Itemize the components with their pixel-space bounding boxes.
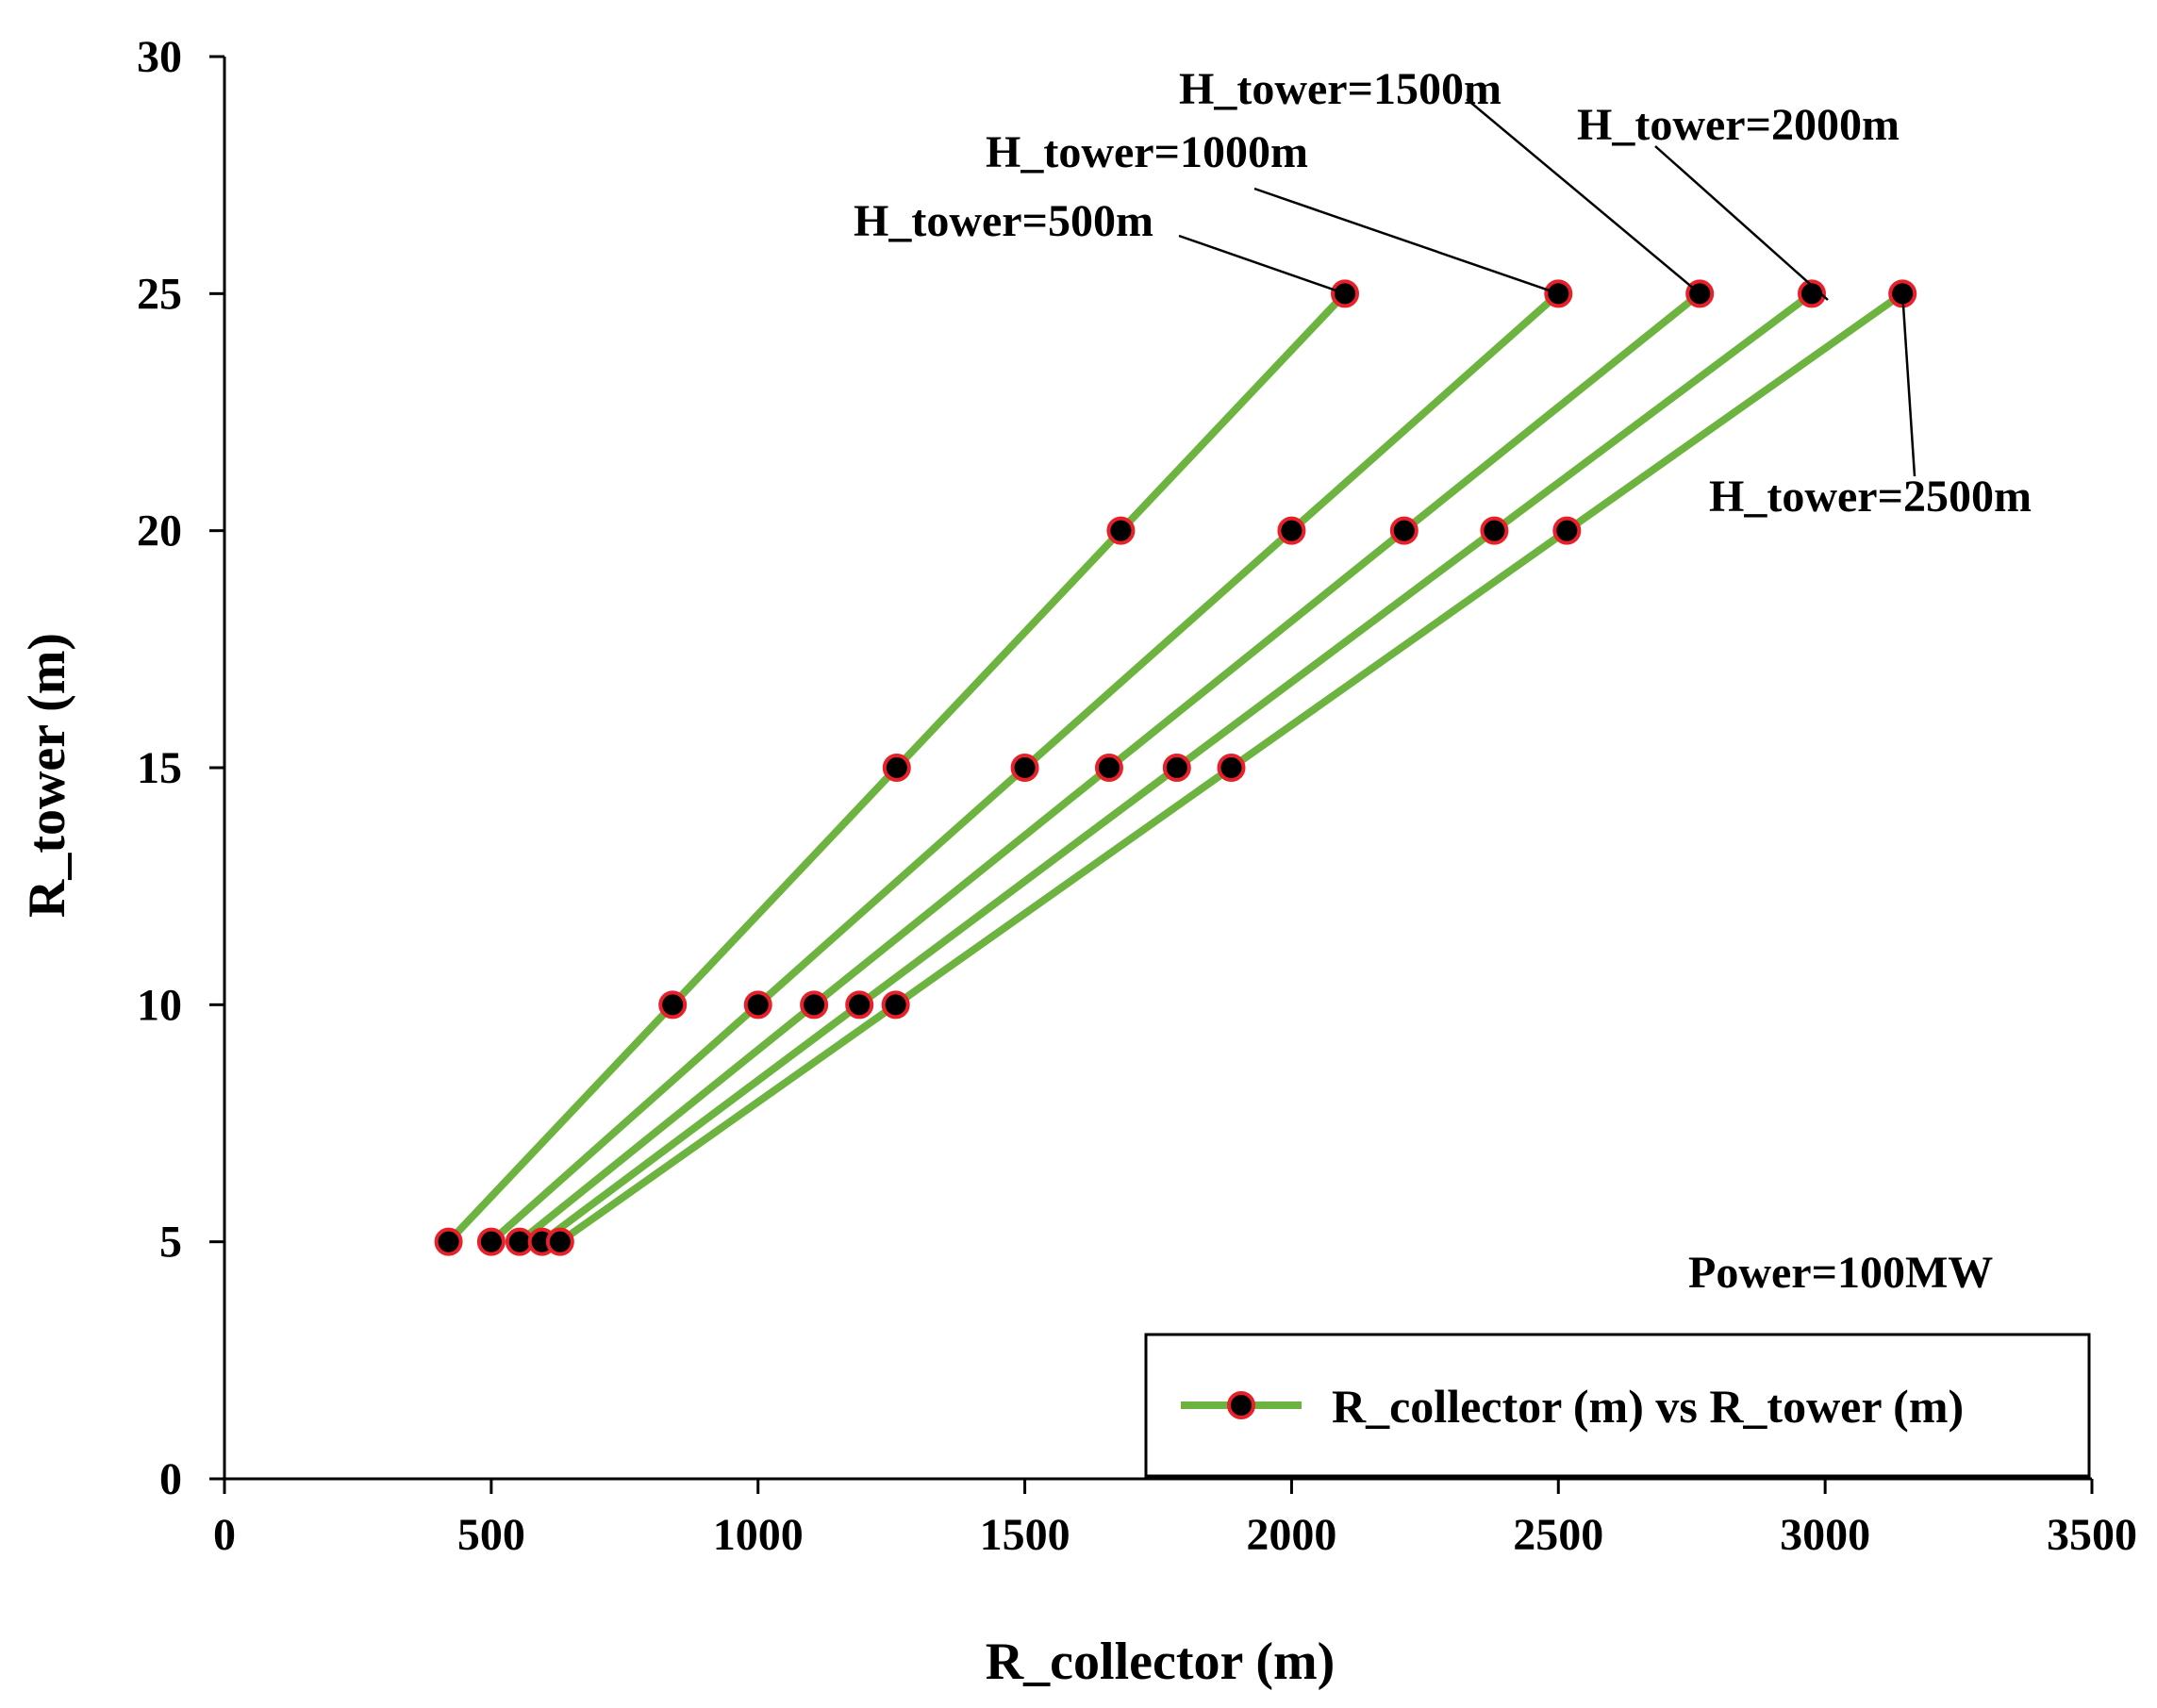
x-tick-label: 3500	[2047, 1510, 2137, 1560]
x-tick-label: 0	[213, 1510, 236, 1560]
data-point	[845, 990, 874, 1020]
data-point	[1798, 279, 1826, 308]
data-point	[476, 1227, 506, 1256]
data-point	[1094, 754, 1123, 782]
y-tick-label: 20	[137, 506, 182, 556]
data-point	[1106, 516, 1136, 545]
x-tick-label: 2500	[1513, 1510, 1603, 1560]
y-tick-label: 30	[137, 32, 182, 82]
annotation-leader-line	[1253, 187, 1559, 295]
annotation-leader-line	[1178, 234, 1346, 295]
data-point	[881, 990, 910, 1020]
data-point	[1552, 516, 1582, 545]
data-point	[1162, 754, 1191, 782]
data-point	[1389, 516, 1419, 545]
annotation-label: H_tower=1000m	[986, 127, 1308, 177]
data-point	[1010, 754, 1039, 782]
x-tick-label: 1500	[980, 1510, 1070, 1560]
y-tick-label: 10	[137, 980, 182, 1030]
x-tick-label: 1000	[713, 1510, 804, 1560]
data-point	[882, 754, 911, 782]
data-point	[658, 990, 688, 1020]
data-point	[545, 1227, 574, 1256]
axes: 0 500 1000 1500 2000 2500 3000 3500 0 5 10 15 20 25 30	[137, 32, 2137, 1560]
data-point	[1217, 754, 1246, 782]
annotation-leader-line	[1466, 98, 1701, 295]
markers	[434, 279, 1917, 1256]
y-tick-label: 5	[159, 1218, 182, 1268]
y-tick-label: 0	[159, 1454, 182, 1504]
data-point	[434, 1227, 463, 1256]
data-point	[1480, 516, 1509, 545]
x-tick-label: 500	[457, 1510, 525, 1560]
legend: R_collector (m) vs R_tower (m)	[1144, 1333, 2091, 1478]
legend-label: R_collector (m) vs R_tower (m)	[1332, 1380, 1964, 1433]
x-tick-label: 3000	[1780, 1510, 1870, 1560]
annotation-label: H_tower=500m	[854, 196, 1153, 246]
annotation-label: H_tower=2000m	[1577, 100, 1900, 150]
power-note: Power=100MW	[1688, 1248, 1993, 1298]
legend-marker-sample	[1227, 1391, 1255, 1419]
annotations: H_tower=500m H_tower=1000m H_tower=1500m H_…	[854, 64, 2032, 522]
x-tick-label: 2000	[1246, 1510, 1336, 1560]
annotation-label: H_tower=1500m	[1179, 64, 1502, 114]
y-tick-label: 15	[137, 743, 182, 793]
annotation-leader-line	[1900, 293, 1916, 477]
legend-box	[1144, 1333, 2091, 1478]
annotation-leader-line	[1654, 145, 1829, 301]
y-tick-label: 25	[137, 269, 182, 319]
data-point	[1277, 516, 1306, 545]
annotation-label: H_tower=2500m	[1709, 472, 2032, 522]
data-point	[800, 990, 829, 1020]
y-axis-title: R_tower (m)	[18, 633, 76, 918]
x-axis-title: R_collector (m)	[986, 1633, 1336, 1691]
data-point	[743, 990, 772, 1020]
